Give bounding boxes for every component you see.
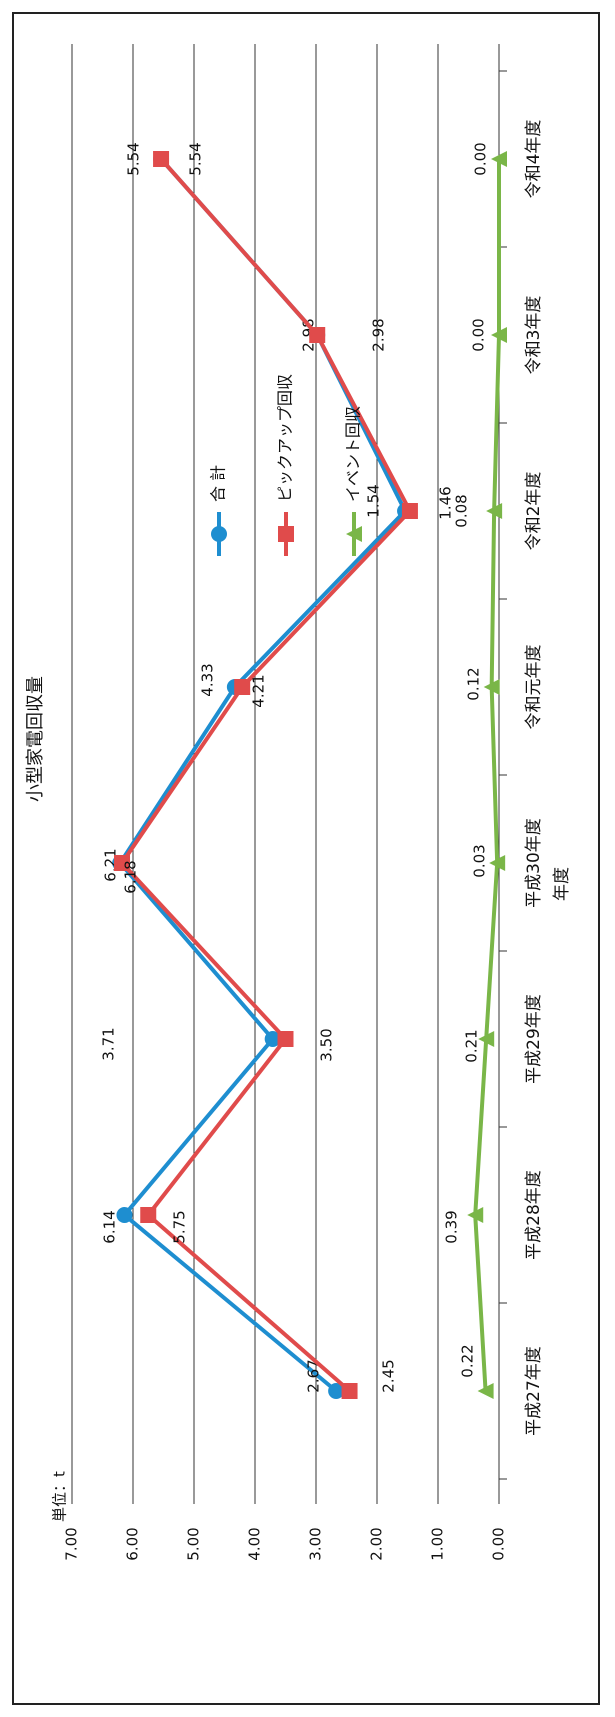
data-point xyxy=(264,1031,281,1047)
data-point xyxy=(467,1207,484,1223)
legend-marker xyxy=(278,526,294,542)
series-line xyxy=(118,157,408,1393)
data-label: 0.12 xyxy=(465,667,483,700)
legend-label: ピックアップ回収 xyxy=(276,374,295,502)
data-point xyxy=(341,1383,358,1399)
value-tick-label: 6.00 xyxy=(124,1527,142,1560)
data-point xyxy=(486,503,503,519)
legend-label: イベント回収 xyxy=(344,406,363,502)
data-label: 4.33 xyxy=(199,663,217,696)
data-label: 0.21 xyxy=(463,1029,481,1062)
data-label: 2.98 xyxy=(370,318,388,351)
data-label: 1.46 xyxy=(437,486,455,519)
category-label: 令和2年度 xyxy=(524,472,544,551)
category-label: 令和3年度 xyxy=(524,296,544,375)
legend-label: 合 計 xyxy=(209,465,228,502)
category-label: 平成27年度 xyxy=(524,1346,544,1436)
data-label: 3.50 xyxy=(318,1028,336,1061)
data-label: 0.39 xyxy=(443,1210,461,1243)
data-point xyxy=(277,1031,294,1047)
category-label: 令和4年度 xyxy=(524,120,544,199)
data-point xyxy=(140,1207,157,1223)
legend-marker xyxy=(211,526,227,542)
data-label: 0.08 xyxy=(453,494,471,527)
category-label: 令和元年度 xyxy=(524,645,544,730)
line-chart: 0.00 1.00 2.00 3.00 4.00 5.00 6.00 7.00 単位：t 平成27… xyxy=(25,44,572,1561)
value-tick-label: 3.00 xyxy=(307,1527,325,1560)
data-label: 1.54 xyxy=(365,484,383,517)
value-tick-label: 0.00 xyxy=(490,1527,508,1560)
value-tick-label: 5.00 xyxy=(185,1527,203,1560)
data-point xyxy=(153,151,170,167)
data-label: 2.67 xyxy=(305,1359,323,1392)
legend-marker xyxy=(346,526,362,542)
data-point xyxy=(489,855,506,871)
data-label: 5.75 xyxy=(171,1210,189,1243)
category-label: 平成29年度 xyxy=(524,994,544,1084)
data-label: 6.14 xyxy=(101,1210,119,1243)
data-point xyxy=(328,1383,345,1399)
chart-title: 小型家電回収量 xyxy=(25,676,46,802)
data-point xyxy=(114,855,131,871)
data-point xyxy=(309,327,326,343)
value-tick-label: 1.00 xyxy=(429,1527,447,1560)
unit-label: 単位：t xyxy=(51,1471,69,1522)
data-point xyxy=(483,679,500,695)
data-label: 0.00 xyxy=(470,318,488,351)
category-label: 平成28年度 xyxy=(524,1170,544,1260)
x-axis-title: 年度 xyxy=(552,867,572,901)
category-label: 平成30年度 xyxy=(524,818,544,908)
data-label: 3.71 xyxy=(100,1027,118,1060)
data-point xyxy=(478,1031,495,1047)
data-point xyxy=(116,1207,133,1223)
value-tick-label: 2.00 xyxy=(368,1527,386,1560)
data-label: 5.54 xyxy=(125,142,143,175)
data-label: 2.45 xyxy=(380,1359,398,1392)
data-label: 2.98 xyxy=(300,318,318,351)
chart-frame: 0.00 1.00 2.00 3.00 4.00 5.00 6.00 7.00 単位：t 平成27… xyxy=(12,12,600,1705)
data-label: 5.54 xyxy=(187,142,205,175)
data-label: 6.18 xyxy=(122,860,140,893)
data-point xyxy=(491,151,507,167)
data-label: 4.21 xyxy=(250,674,268,707)
data-point xyxy=(477,1383,494,1399)
data-label: 0.03 xyxy=(471,844,489,877)
data-label: 0.00 xyxy=(472,142,490,175)
data-point xyxy=(234,679,251,695)
series-line xyxy=(473,159,501,1392)
data-point xyxy=(491,327,507,343)
data-point xyxy=(401,503,418,519)
value-tick-label: 7.00 xyxy=(63,1527,81,1560)
value-tick-label: 4.00 xyxy=(246,1527,264,1560)
series-line xyxy=(120,157,412,1393)
data-label: 0.22 xyxy=(459,1344,477,1377)
